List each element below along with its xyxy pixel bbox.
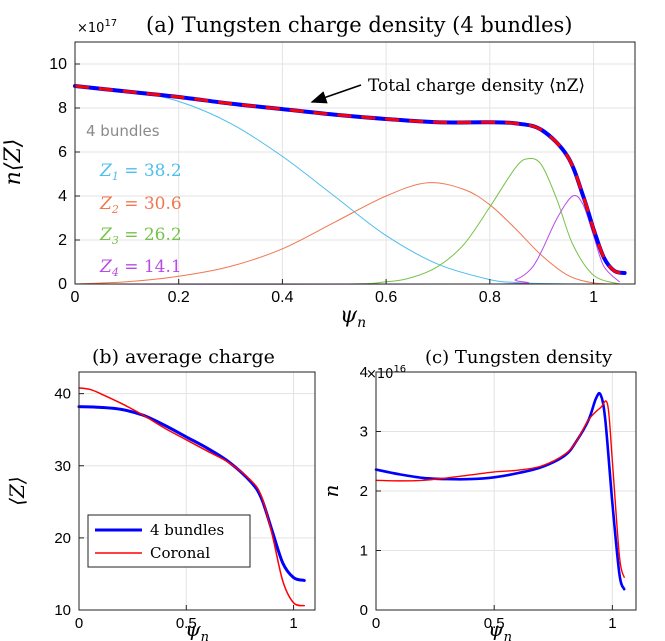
y-tick-label: 40 — [54, 386, 71, 403]
panel-b-xlabel: ψn — [185, 617, 209, 641]
panel-b-frame — [78, 371, 316, 611]
bundle-label-z4: Z4 = 14.1 — [99, 257, 182, 279]
y-tick-label: 1 — [360, 543, 368, 560]
panel-a-series-z-2-30-6 — [74, 182, 620, 285]
y-tick-label: 10 — [54, 602, 71, 619]
x-tick-label: 0 — [372, 615, 380, 632]
x-tick-label: 0.5 — [484, 615, 505, 632]
y-tick-label: 0 — [58, 276, 67, 293]
x-tick-label: 0.5 — [176, 615, 197, 632]
panel-b-series-4-bundles — [77, 405, 306, 582]
panel-a-ylabel: n⟨Z⟩ — [1, 139, 26, 186]
panel-a-y-multiplier: ×1017 — [77, 18, 117, 36]
x-tick-label: 0.6 — [375, 289, 397, 306]
y-tick-label: 2 — [360, 483, 368, 500]
y-tick-label: 8 — [58, 100, 67, 117]
annotation-arrow — [310, 84, 362, 104]
bundle-label-z2: Z2 = 30.6 — [99, 194, 182, 216]
panel-c-grid — [375, 371, 636, 611]
panel-a-series-z-3-26-2 — [74, 157, 620, 285]
panel-a-charge-density: (a) Tungsten charge density (4 bundles) … — [1, 13, 636, 331]
bundle-label-z1: Z1 = 38.2 — [99, 161, 182, 183]
legend-box — [87, 514, 251, 568]
bundle-label-z3: Z3 = 26.2 — [99, 225, 182, 247]
panel-c-series-coronal — [375, 400, 625, 578]
panel-a-frame — [74, 41, 636, 285]
panel-c-ticks: 0 0.5 1 0 1 2 3 4 — [360, 364, 617, 632]
x-tick-label: 0 — [71, 289, 80, 306]
panel-b-ticks: 0 0.5 1 10 20 30 40 — [54, 386, 297, 632]
panel-a-xlabel: ψn — [340, 303, 366, 331]
panel-a-series-z-1-38-2 — [74, 85, 595, 285]
panel-c-title: (c) Tungsten density — [425, 347, 613, 368]
x-tick-label: 1 — [589, 289, 598, 306]
panel-c-lines — [374, 391, 626, 591]
total-density-annotation: Total charge density ⟨nZ⟩ — [368, 76, 585, 96]
panel-c-ylabel: n — [319, 485, 343, 498]
y-tick-label: 4 — [58, 188, 67, 205]
panel-c-y-multiplier: ×1016 — [366, 364, 406, 382]
legend-label-4-bundles: 4 bundles — [150, 521, 224, 539]
y-tick-label: 0 — [360, 602, 368, 619]
x-tick-label: 0 — [75, 615, 83, 632]
panel-a-lines — [73, 84, 627, 285]
panel-b-title: (b) average charge — [92, 346, 275, 368]
y-tick-label: 6 — [58, 144, 67, 161]
x-tick-label: 0.2 — [168, 289, 190, 306]
bundle-legend-title: 4 bundles — [86, 122, 160, 140]
y-tick-label: 2 — [58, 232, 67, 249]
panel-a-series-total-charge-density-dash — [74, 84, 625, 275]
y-tick-label: 10 — [49, 56, 67, 73]
y-tick-label: 30 — [54, 458, 71, 475]
x-tick-label: 1 — [608, 615, 616, 632]
panel-a-title: (a) Tungsten charge density (4 bundles) — [146, 13, 572, 37]
y-tick-label: 3 — [360, 424, 368, 441]
x-tick-label: 0.8 — [479, 289, 501, 306]
panel-b-legend: 4 bundles Coronal — [87, 514, 251, 568]
panel-c-xlabel: ψn — [488, 617, 512, 641]
legend-label-coronal: Coronal — [150, 544, 210, 562]
x-tick-label: 1 — [289, 615, 297, 632]
panel-b-series-coronal — [78, 387, 306, 607]
y-tick-label: 4 — [360, 364, 368, 381]
x-tick-label: 0.4 — [271, 289, 293, 306]
panel-b-ylabel: ⟨Z⟩ — [5, 476, 29, 506]
panel-b-lines — [77, 387, 306, 607]
y-tick-label: 20 — [54, 530, 71, 547]
